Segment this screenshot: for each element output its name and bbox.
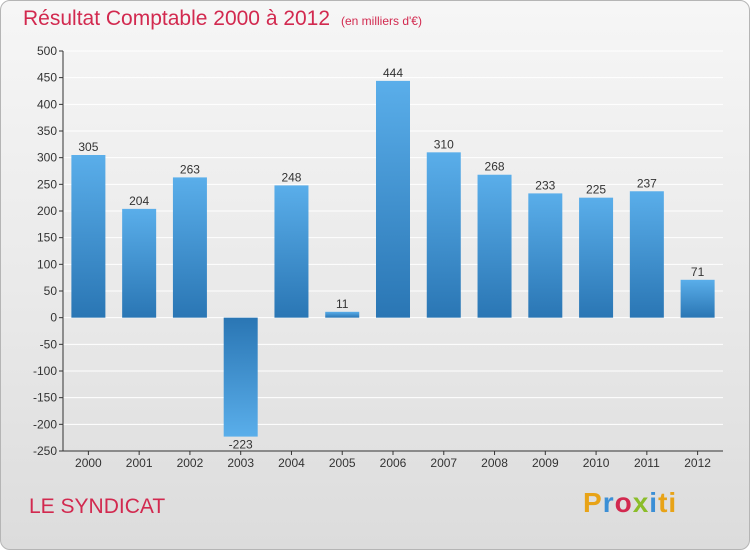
y-tick-label: 0 (50, 311, 57, 325)
y-tick-label: 350 (37, 124, 57, 138)
x-tick-label: 2012 (684, 456, 711, 470)
bar-2008 (477, 174, 512, 318)
logo-letter: i (649, 487, 659, 518)
bar-2010 (579, 197, 614, 318)
y-tick-label: 50 (44, 284, 58, 298)
x-tick-label: 2004 (278, 456, 305, 470)
x-tick-label: 2008 (481, 456, 508, 470)
data-label: 444 (383, 66, 403, 80)
data-label: -223 (229, 438, 253, 452)
commune-name: LE SYNDICAT (29, 495, 166, 518)
x-tick-label: 2009 (532, 456, 559, 470)
data-label: 71 (691, 265, 705, 279)
bar-2009 (528, 193, 563, 318)
x-tick-label: 2005 (329, 456, 356, 470)
logo-letter: P (583, 487, 603, 518)
bar-2007 (426, 152, 461, 318)
bar-2004 (274, 185, 309, 318)
x-tick-label: 2006 (380, 456, 407, 470)
data-label: 248 (281, 170, 301, 184)
y-tick-label: 150 (37, 231, 57, 245)
y-tick-label: 250 (37, 177, 57, 191)
data-label: 204 (129, 194, 149, 208)
data-label: 263 (180, 162, 200, 176)
data-label: 305 (78, 140, 98, 154)
logo-letter: x (632, 487, 650, 518)
x-tick-label: 2010 (583, 456, 610, 470)
bar-2012 (680, 279, 715, 318)
data-label: 310 (434, 137, 454, 151)
y-tick-label: -100 (33, 364, 57, 378)
y-tick-label: -200 (33, 417, 57, 431)
y-tick-label: 450 (37, 71, 57, 85)
y-tick-label: 100 (37, 257, 57, 271)
bar-2000 (71, 155, 106, 318)
y-tick-label: -250 (33, 444, 57, 458)
bar-2002 (172, 177, 207, 318)
data-label: 268 (485, 160, 505, 174)
bar-2001 (122, 208, 157, 318)
x-tick-label: 2001 (126, 456, 153, 470)
proxiti-logo: Proxiti (583, 487, 677, 519)
chart-subtitle: (en milliers d'€) (341, 14, 422, 28)
x-tick-label: 2000 (75, 456, 102, 470)
x-tick-label: 2003 (227, 456, 254, 470)
logo-letter: r (602, 487, 615, 518)
x-tick-label: 2002 (177, 456, 204, 470)
y-tick-label: 500 (37, 44, 57, 58)
axis-layer: 500450400350300250200150100500-50-100-15… (33, 44, 723, 470)
y-tick-label: 300 (37, 151, 57, 165)
y-tick-label: 200 (37, 204, 57, 218)
bar-2006 (376, 80, 410, 318)
data-label: 225 (586, 183, 606, 197)
x-tick-label: 2007 (430, 456, 457, 470)
data-label: 237 (637, 176, 657, 190)
chart-title: Résultat Comptable 2000 à 2012 (23, 7, 331, 30)
bar-2011 (629, 191, 664, 318)
y-tick-label: -50 (40, 337, 58, 351)
bar-2005 (325, 311, 360, 318)
y-tick-label: 400 (37, 97, 57, 111)
y-tick-label: -150 (33, 391, 57, 405)
bar-layer: 305 204 263 -223 248 11 444 310 268 233 225 237 71 (71, 66, 715, 452)
x-tick-label: 2011 (634, 456, 660, 470)
bar-2003 (223, 317, 258, 437)
logo-letter: o (614, 487, 633, 518)
logo-letter: ti (658, 487, 678, 518)
data-label: 11 (336, 297, 349, 311)
data-label: 233 (535, 178, 555, 192)
